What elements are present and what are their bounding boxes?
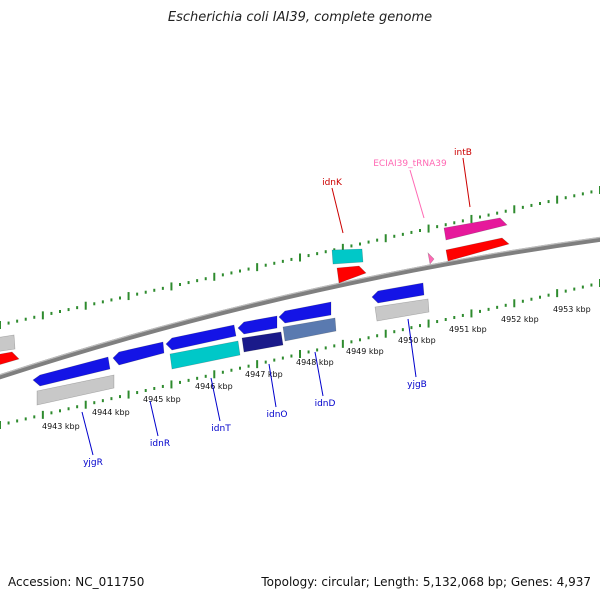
accession-label: Accession: NC_011750 xyxy=(8,575,145,589)
label-idnT: idnT xyxy=(211,424,231,434)
scale-labels: 4943 kbp 4944 kbp 4945 kbp 4946 kbp 4947 kbp… xyxy=(42,305,591,431)
label-leader-line xyxy=(149,400,159,437)
scale-label: 4948 kbp xyxy=(296,358,334,367)
gene-yjgB-gray xyxy=(374,298,430,322)
label-leader-line xyxy=(268,363,277,408)
gene-intB xyxy=(445,237,510,262)
gene-idnD-gray xyxy=(282,317,337,342)
scale-label: 4952 kbp xyxy=(501,315,539,324)
gene-red-left-edge xyxy=(0,351,20,365)
upper-scale-ticks xyxy=(0,186,600,329)
genome-title: Escherichia coli IAI39, complete genome xyxy=(167,10,433,25)
trna-ECIAI39_tRNA39 xyxy=(427,252,435,265)
gene-gray-left-edge xyxy=(0,334,16,352)
scale-label: 4944 kbp xyxy=(92,408,130,417)
scale-label: 4953 kbp xyxy=(553,305,591,314)
label-idnK: idnK xyxy=(322,178,343,188)
gene-idnD xyxy=(278,301,332,324)
label-leader-line xyxy=(409,169,425,219)
gene-idnO xyxy=(237,315,278,335)
gene-yjgR xyxy=(32,356,111,387)
scale-label: 4951 kbp xyxy=(449,325,487,334)
gene-idnK xyxy=(336,265,367,284)
label-leader-line xyxy=(314,351,324,397)
genome-backbone xyxy=(0,236,600,380)
label-leader-line xyxy=(407,318,417,378)
label-yjgR: yjgR xyxy=(83,458,103,468)
label-idnO: idnO xyxy=(266,410,287,420)
gene-idnR xyxy=(112,341,165,366)
scale-label: 4943 kbp xyxy=(42,422,80,431)
label-leader-line xyxy=(81,411,94,456)
gene-idnT-rna xyxy=(169,340,241,370)
scale-label: 4946 kbp xyxy=(195,382,233,391)
gene-idnO-dark xyxy=(241,331,284,353)
label-leader-line xyxy=(331,187,344,234)
gene-yjgB xyxy=(371,282,425,304)
label-yjgB: yjgB xyxy=(407,380,427,390)
gene-idnT xyxy=(165,324,237,351)
genome-stats: Topology: circular; Length: 5,132,068 bp… xyxy=(261,575,591,589)
gene-intB-misc xyxy=(443,217,508,241)
label-idnR: idnR xyxy=(150,439,170,449)
lower-scale-ticks xyxy=(0,279,600,429)
scale-label: 4949 kbp xyxy=(346,347,384,356)
label-leader-line xyxy=(210,377,221,422)
label-leader-line xyxy=(462,157,471,208)
gene-yjgR-gray xyxy=(36,374,115,406)
label-ECIAI39_tRNA39: ECIAI39_tRNA39 xyxy=(373,159,447,169)
scale-label: 4950 kbp xyxy=(398,336,436,345)
scale-label: 4947 kbp xyxy=(245,370,283,379)
label-intB: intB xyxy=(454,148,472,158)
gene-idnK-rna xyxy=(331,248,364,265)
label-idnD: idnD xyxy=(315,399,336,409)
scale-label: 4945 kbp xyxy=(143,395,181,404)
